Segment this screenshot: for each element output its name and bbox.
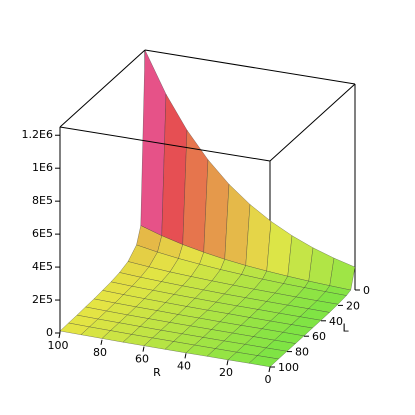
box-edge	[144, 49, 356, 85]
z-tick-label: 0	[46, 326, 53, 339]
surface-patch	[140, 49, 167, 237]
surface-patch	[308, 247, 335, 286]
box-front	[59, 49, 356, 333]
x-tick	[226, 360, 229, 366]
y-tick-label: 0	[363, 284, 370, 297]
z-tick-label: 1.2E6	[22, 128, 53, 141]
x-tick	[184, 353, 187, 359]
surface-patch	[329, 257, 356, 291]
x-tick	[100, 339, 103, 345]
x-tick	[142, 346, 145, 352]
x-tick-label: 80	[93, 346, 107, 359]
x-tick	[58, 332, 61, 339]
z-tick-label: 1E6	[32, 161, 53, 174]
y-axis-label: L	[343, 322, 350, 335]
y-tick-label: 20	[346, 299, 360, 312]
surface-patch	[248, 355, 279, 368]
x-tick-label: 20	[219, 366, 233, 379]
x-axis-label: R	[153, 366, 161, 379]
z-tick-label: 2E5	[32, 293, 53, 306]
x-tick-label: 0	[265, 373, 272, 386]
surface-patch	[161, 93, 188, 245]
surface-patch	[245, 204, 272, 272]
y-tick-label: 60	[312, 330, 326, 343]
x-tick	[268, 366, 271, 373]
x-tick-label: 100	[48, 339, 69, 352]
box-edge	[59, 49, 146, 128]
z-tick-label: 8E5	[32, 194, 53, 207]
x-tick-label: 60	[135, 353, 149, 366]
z-tick-label: 6E5	[32, 227, 53, 240]
surface-patch	[287, 235, 314, 282]
surface-patch	[224, 183, 251, 266]
x-tick-label: 40	[177, 359, 191, 372]
surface	[59, 49, 356, 368]
z-tick-label: 4E5	[32, 260, 53, 273]
y-tick-label: 100	[278, 361, 299, 374]
y-tick-label: 80	[295, 346, 309, 359]
surface-patch	[203, 159, 230, 260]
box-edge	[269, 83, 356, 162]
y-tick-label: 40	[329, 315, 343, 328]
box-edge	[59, 126, 271, 162]
surface-patch	[266, 220, 293, 277]
labels: 02E54E56E58E51E61.2E6020406080100R020406…	[22, 128, 370, 386]
